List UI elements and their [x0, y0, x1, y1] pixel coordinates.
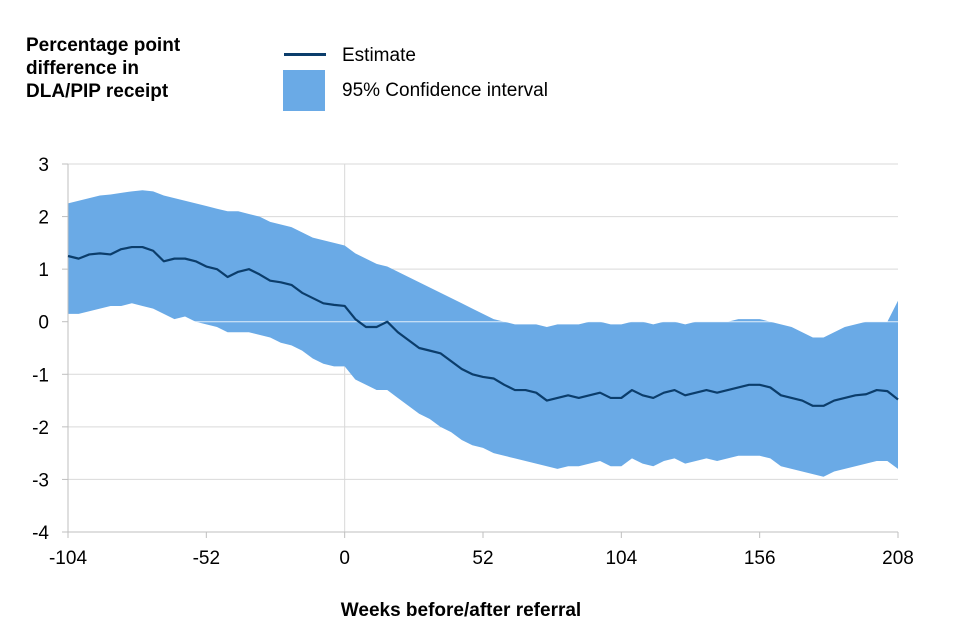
y-axis-title-line-3: DLA/PIP receipt	[26, 81, 169, 102]
y-tick-label-2: 1	[38, 260, 49, 281]
y-tick-label-7: -4	[32, 523, 49, 544]
legend-ci-label: 95% Confidence interval	[342, 80, 548, 101]
estimate-line	[67, 245, 899, 407]
legend-ci-swatch	[283, 70, 325, 111]
y-tick-label-0: 3	[38, 155, 49, 176]
x-tick-label-1: -52	[193, 548, 220, 569]
y-axis-title-line-2: difference in	[26, 58, 139, 79]
ci-band	[68, 190, 898, 477]
legend-estimate-swatch	[284, 53, 326, 56]
y-tick-label-3: 0	[38, 313, 49, 334]
x-tick-label-6: 208	[882, 548, 914, 569]
y-tick-label-1: 2	[38, 208, 49, 229]
x-tick-label-2: 0	[339, 548, 350, 569]
x-tick-label-5: 156	[744, 548, 776, 569]
x-axis-title: Weeks before/after referral	[340, 600, 582, 621]
y-axis-title-line-1: Percentage point	[26, 35, 181, 56]
x-tick-label-3: 52	[472, 548, 493, 569]
y-tick-label-6: -3	[32, 470, 49, 491]
y-tick-label-4: -1	[32, 365, 49, 386]
x-tick-label-0: -104	[49, 548, 87, 569]
legend-estimate-label: Estimate	[342, 45, 416, 66]
y-axis-title: Percentage point difference in DLA/PIP r…	[26, 34, 226, 103]
x-tick-label-4: 104	[605, 548, 637, 569]
y-tick-label-5: -2	[32, 418, 49, 439]
